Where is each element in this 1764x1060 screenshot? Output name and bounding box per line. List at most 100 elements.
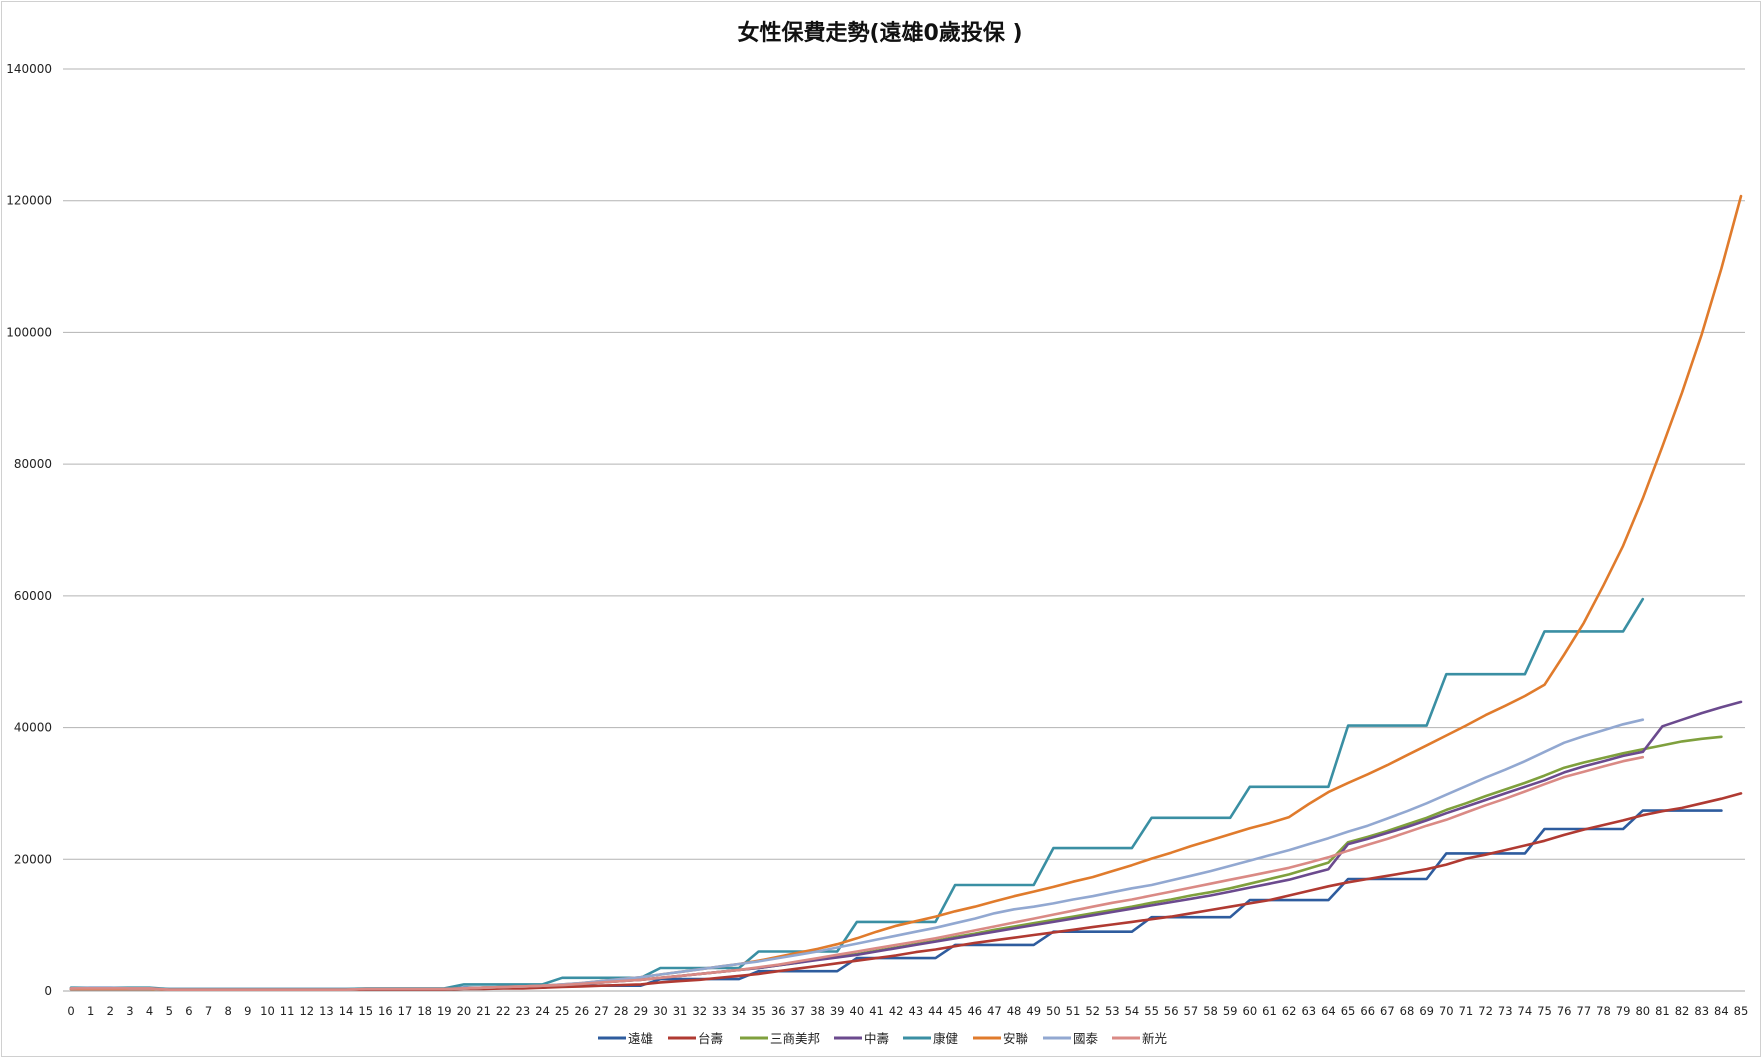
x-tick-label: 49 bbox=[1026, 1004, 1041, 1018]
x-tick-label: 80 bbox=[1635, 1004, 1650, 1018]
x-tick-label: 1 bbox=[87, 1004, 94, 1018]
x-tick-label: 67 bbox=[1380, 1004, 1395, 1018]
x-tick-label: 79 bbox=[1616, 1004, 1631, 1018]
y-tick-label: 100000 bbox=[6, 325, 52, 339]
legend-label: 台壽 bbox=[698, 1031, 723, 1046]
x-tick-label: 58 bbox=[1203, 1004, 1218, 1018]
x-tick-label: 82 bbox=[1675, 1004, 1690, 1018]
legend-label: 遠雄 bbox=[628, 1031, 653, 1046]
x-tick-label: 70 bbox=[1439, 1004, 1454, 1018]
x-tick-label: 11 bbox=[280, 1004, 295, 1018]
legend-label: 國泰 bbox=[1073, 1031, 1099, 1046]
x-tick-label: 61 bbox=[1262, 1004, 1277, 1018]
legend-label: 新光 bbox=[1142, 1031, 1167, 1046]
x-tick-label: 66 bbox=[1360, 1004, 1375, 1018]
x-tick-label: 31 bbox=[673, 1004, 688, 1018]
x-tick-label: 26 bbox=[575, 1004, 590, 1018]
x-tick-label: 24 bbox=[535, 1004, 550, 1018]
x-tick-label: 57 bbox=[1184, 1004, 1199, 1018]
x-tick-label: 12 bbox=[299, 1004, 314, 1018]
x-tick-label: 6 bbox=[185, 1004, 192, 1018]
x-tick-label: 14 bbox=[339, 1004, 354, 1018]
x-tick-label: 13 bbox=[319, 1004, 334, 1018]
x-tick-label: 84 bbox=[1714, 1004, 1729, 1018]
chart-title: 女性保費走勢(遠雄0歲投保 ) bbox=[737, 20, 1022, 46]
x-tick-label: 60 bbox=[1243, 1004, 1258, 1018]
x-tick-label: 45 bbox=[948, 1004, 963, 1018]
x-tick-label: 38 bbox=[810, 1004, 825, 1018]
legend-label: 三商美邦 bbox=[770, 1031, 820, 1046]
x-tick-label: 54 bbox=[1125, 1004, 1140, 1018]
x-tick-label: 0 bbox=[67, 1004, 74, 1018]
x-tick-label: 32 bbox=[692, 1004, 707, 1018]
y-tick-label: 40000 bbox=[14, 721, 52, 735]
x-tick-label: 46 bbox=[967, 1004, 982, 1018]
x-tick-label: 47 bbox=[987, 1004, 1002, 1018]
x-tick-label: 29 bbox=[633, 1004, 648, 1018]
x-tick-label: 73 bbox=[1498, 1004, 1513, 1018]
x-tick-label: 3 bbox=[126, 1004, 133, 1018]
y-tick-label: 60000 bbox=[14, 589, 52, 603]
x-tick-label: 8 bbox=[225, 1004, 232, 1018]
x-tick-label: 33 bbox=[712, 1004, 727, 1018]
y-tick-label: 120000 bbox=[6, 194, 52, 208]
x-tick-label: 34 bbox=[732, 1004, 747, 1018]
series-line bbox=[69, 194, 1743, 991]
x-tick-label: 19 bbox=[437, 1004, 452, 1018]
x-tick-label: 53 bbox=[1105, 1004, 1120, 1018]
x-tick-label: 50 bbox=[1046, 1004, 1061, 1018]
x-tick-label: 62 bbox=[1282, 1004, 1297, 1018]
x-tick-label: 83 bbox=[1694, 1004, 1709, 1018]
x-tick-label: 25 bbox=[555, 1004, 570, 1018]
x-tick-label: 7 bbox=[205, 1004, 212, 1018]
x-tick-label: 51 bbox=[1066, 1004, 1081, 1018]
x-tick-label: 81 bbox=[1655, 1004, 1670, 1018]
x-tick-label: 52 bbox=[1085, 1004, 1100, 1018]
legend-label: 安聯 bbox=[1003, 1031, 1029, 1046]
y-axis-ticks: 0 20000 40000 60000 80000 100000 120000 140000 bbox=[6, 62, 52, 998]
x-tick-label: 36 bbox=[771, 1004, 786, 1018]
x-tick-label: 27 bbox=[594, 1004, 609, 1018]
x-tick-label: 41 bbox=[869, 1004, 884, 1018]
x-tick-label: 48 bbox=[1007, 1004, 1022, 1018]
series-line bbox=[69, 718, 1645, 991]
series-line bbox=[69, 809, 1723, 991]
x-tick-label: 40 bbox=[850, 1004, 865, 1018]
series-line bbox=[69, 755, 1645, 991]
x-tick-label: 44 bbox=[928, 1004, 943, 1018]
x-tick-label: 18 bbox=[417, 1004, 432, 1018]
y-tick-label: 80000 bbox=[14, 457, 52, 471]
series-line bbox=[69, 792, 1743, 991]
x-tick-label: 35 bbox=[751, 1004, 766, 1018]
series-line bbox=[69, 735, 1723, 991]
x-tick-label: 23 bbox=[516, 1004, 531, 1018]
x-tick-label: 43 bbox=[909, 1004, 924, 1018]
series-安聯 bbox=[69, 194, 1743, 991]
y-tick-label: 20000 bbox=[14, 852, 52, 866]
x-tick-label: 64 bbox=[1321, 1004, 1336, 1018]
x-tick-label: 21 bbox=[476, 1004, 491, 1018]
x-tick-label: 77 bbox=[1577, 1004, 1592, 1018]
x-tick-label: 37 bbox=[791, 1004, 806, 1018]
x-tick-label: 16 bbox=[378, 1004, 393, 1018]
x-tick-label: 22 bbox=[496, 1004, 511, 1018]
x-tick-label: 78 bbox=[1596, 1004, 1611, 1018]
x-tick-label: 9 bbox=[244, 1004, 251, 1018]
x-tick-label: 56 bbox=[1164, 1004, 1179, 1018]
x-tick-label: 2 bbox=[107, 1004, 114, 1018]
legend-label: 中壽 bbox=[864, 1031, 889, 1046]
series-line bbox=[69, 700, 1743, 991]
x-tick-label: 39 bbox=[830, 1004, 845, 1018]
series-lines bbox=[69, 194, 1743, 991]
x-tick-label: 76 bbox=[1557, 1004, 1572, 1018]
x-tick-label: 20 bbox=[457, 1004, 472, 1018]
series-國泰 bbox=[69, 718, 1645, 991]
series-新光 bbox=[69, 755, 1645, 991]
series-三商美邦 bbox=[69, 735, 1723, 991]
x-tick-label: 10 bbox=[260, 1004, 275, 1018]
x-tick-label: 69 bbox=[1419, 1004, 1434, 1018]
x-tick-label: 5 bbox=[166, 1004, 173, 1018]
x-tick-label: 28 bbox=[614, 1004, 629, 1018]
x-tick-label: 4 bbox=[146, 1004, 153, 1018]
